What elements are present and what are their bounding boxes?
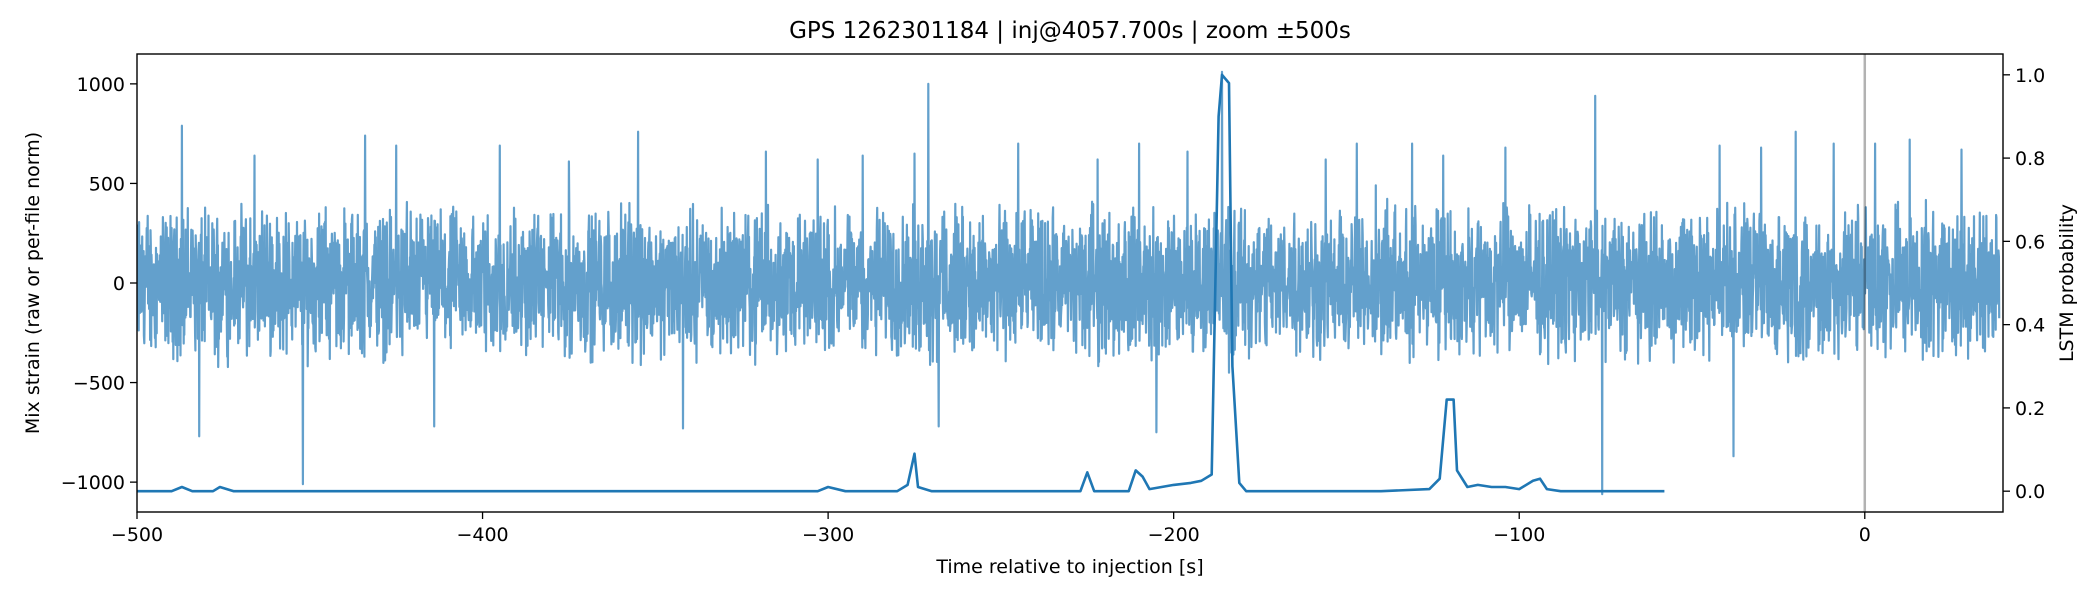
x-tick-label: −200: [1148, 524, 1200, 546]
y-right-tick-label: 0.2: [2015, 398, 2045, 420]
y-left-tick-label: −1000: [61, 472, 125, 494]
y-left-tick-label: −500: [73, 373, 125, 395]
chart-title: GPS 1262301184 | inj@4057.700s | zoom ±5…: [789, 18, 1351, 44]
x-tick-label: −100: [1493, 524, 1545, 546]
y-right-tick-label: 0.8: [2015, 148, 2045, 170]
x-tick-label: 0: [1859, 524, 1871, 546]
x-tick-label: −300: [802, 524, 854, 546]
y-right-tick-label: 1.0: [2015, 65, 2045, 87]
y-right-tick-label: 0.4: [2015, 315, 2045, 337]
strain-series: [137, 70, 2001, 496]
probability-line: [137, 73, 1665, 493]
x-tick-label: −400: [456, 524, 508, 546]
x-axis: −500 −400 −300 −200 −100 0: [111, 512, 1871, 546]
lstm-probability-series: [137, 73, 1665, 493]
strain-line: [137, 70, 2001, 496]
y-left-tick-label: 500: [89, 173, 125, 195]
plot-area: [137, 54, 2001, 512]
y-right-tick-label: 0.6: [2015, 231, 2045, 253]
y-axis-left-label: Mix strain (raw or per-file norm): [22, 132, 44, 434]
x-tick-label: −500: [111, 524, 163, 546]
y-axis-right: 1.0 0.8 0.6 0.4 0.2 0.0: [2003, 65, 2045, 503]
y-axis-left: 1000 500 0 −500 −1000: [61, 74, 137, 494]
x-axis-label: Time relative to injection [s]: [935, 556, 1203, 578]
y-left-tick-label: 1000: [77, 74, 125, 96]
y-left-tick-label: 0: [113, 273, 125, 295]
y-right-tick-label: 0.0: [2015, 481, 2045, 503]
y-axis-right-label: LSTM probability: [2056, 204, 2078, 362]
